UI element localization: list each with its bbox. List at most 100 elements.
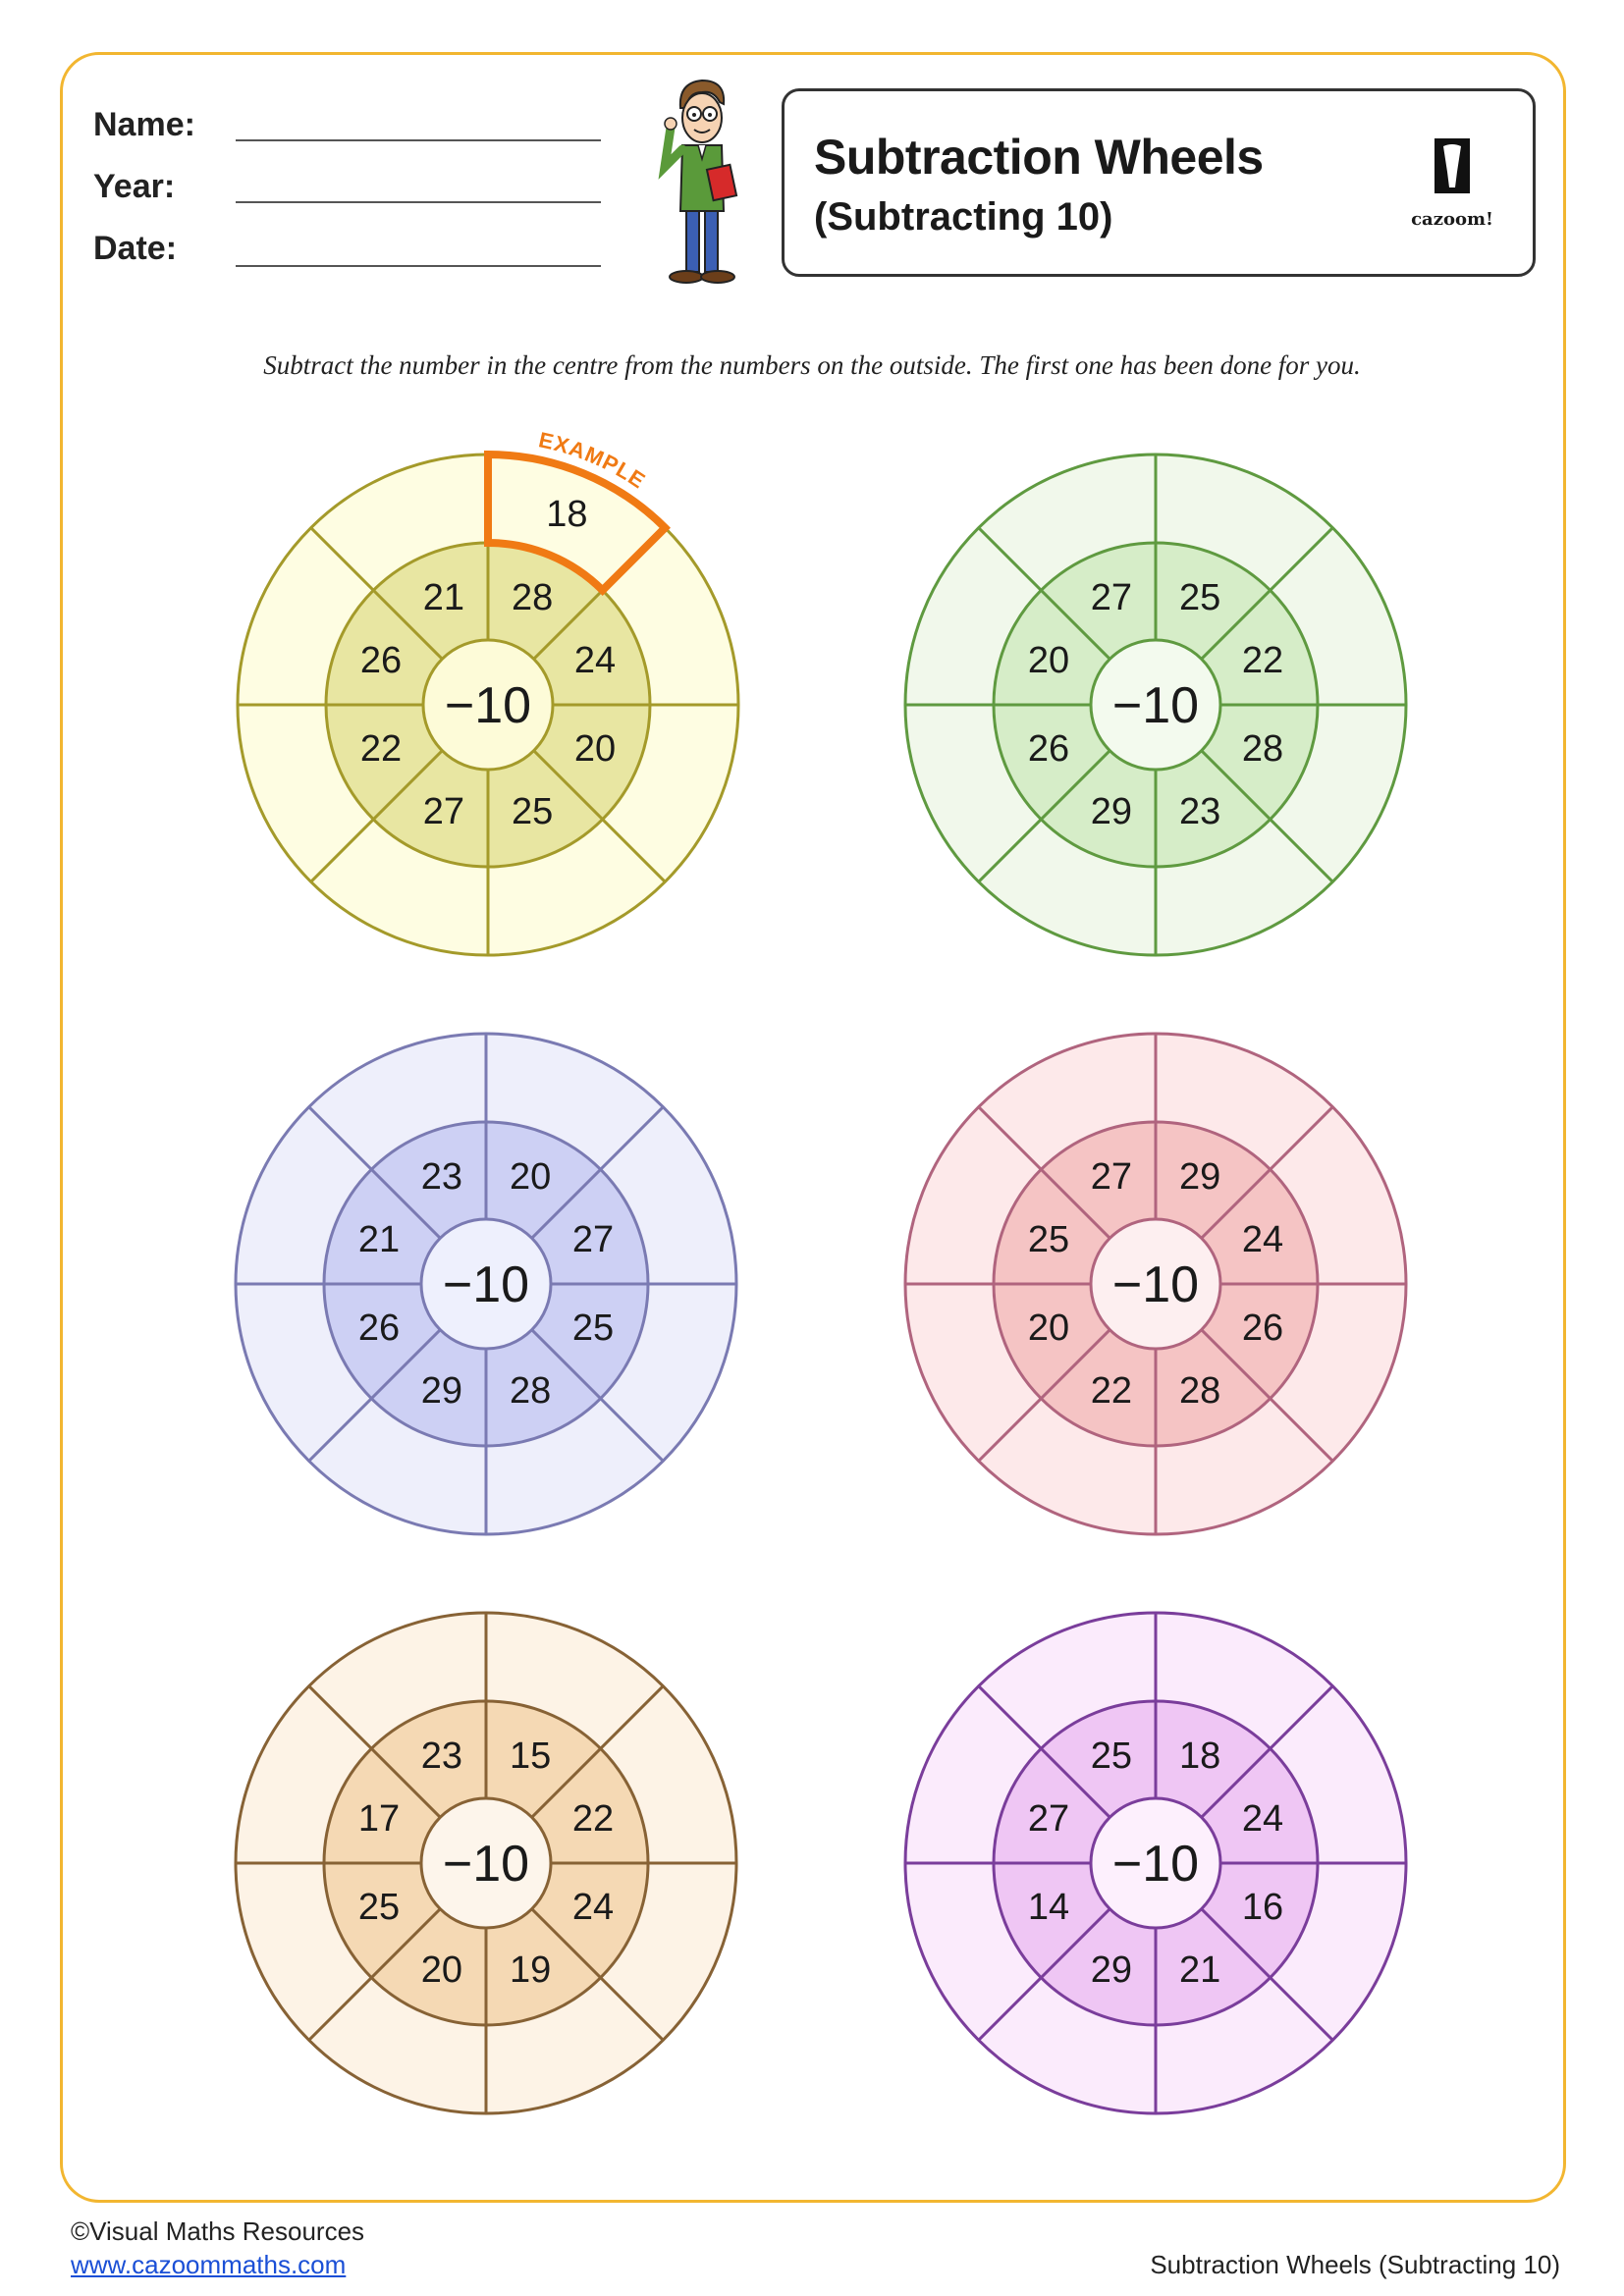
inner-number: 28 bbox=[1179, 1370, 1220, 1412]
inner-number: 25 bbox=[1028, 1219, 1069, 1260]
wheel-3: −10 20 27 25 28 29 26 21 23 bbox=[234, 1032, 738, 1536]
spoke bbox=[1200, 526, 1334, 661]
wheel-5: −10 15 22 24 19 20 25 17 23 bbox=[234, 1611, 738, 2115]
inner-number: 22 bbox=[1091, 1370, 1132, 1412]
spoke bbox=[530, 1105, 665, 1240]
wheel-4: −10 29 24 26 28 22 20 25 27 bbox=[903, 1032, 1408, 1536]
teacher-illustration bbox=[658, 79, 738, 284]
center-circle bbox=[1089, 1796, 1222, 1930]
inner-number: 26 bbox=[358, 1308, 400, 1349]
cazoom-logo-icon bbox=[1435, 138, 1470, 193]
center-number: −10 bbox=[443, 1836, 529, 1893]
inner-number: 16 bbox=[1242, 1887, 1283, 1928]
year-field[interactable] bbox=[236, 201, 601, 203]
inner-number: 22 bbox=[360, 728, 402, 770]
title-box: Subtraction Wheels (Subtracting 10) cazo… bbox=[782, 88, 1536, 277]
inner-number: 19 bbox=[510, 1949, 551, 1991]
center-number: −10 bbox=[1112, 1256, 1199, 1313]
center-number: −10 bbox=[445, 677, 531, 734]
inner-number: 27 bbox=[423, 791, 464, 832]
spoke bbox=[532, 749, 667, 883]
inner-number: 26 bbox=[360, 640, 402, 681]
spoke bbox=[530, 1328, 665, 1463]
example-highlight bbox=[484, 450, 671, 596]
spoke bbox=[977, 1907, 1111, 2042]
inner-number: 28 bbox=[1242, 728, 1283, 770]
center-circle bbox=[421, 638, 555, 772]
inner-number: 21 bbox=[358, 1219, 400, 1260]
inner-number: 20 bbox=[1028, 1308, 1069, 1349]
spoke bbox=[1200, 749, 1334, 883]
inner-number: 24 bbox=[1242, 1798, 1283, 1840]
inner-number: 22 bbox=[1242, 640, 1283, 681]
inner-number: 24 bbox=[1242, 1219, 1283, 1260]
spoke bbox=[307, 1328, 442, 1463]
inner-number: 20 bbox=[421, 1949, 462, 1991]
inner-number: 14 bbox=[1028, 1887, 1069, 1928]
inner-number: 17 bbox=[358, 1798, 400, 1840]
inner-number: 25 bbox=[358, 1887, 400, 1928]
spoke bbox=[309, 749, 444, 883]
inner-number: 25 bbox=[1091, 1735, 1132, 1777]
spoke bbox=[977, 526, 1111, 661]
center-circle bbox=[1089, 1217, 1222, 1351]
inner-number: 26 bbox=[1028, 728, 1069, 770]
year-label: Year: bbox=[93, 168, 176, 205]
website-link[interactable]: www.cazoommaths.com bbox=[71, 2250, 347, 2279]
wheel-2: −10 25 22 28 23 29 26 20 27 bbox=[903, 453, 1408, 957]
spoke bbox=[977, 749, 1111, 883]
inner-number: 27 bbox=[1091, 577, 1132, 618]
inner-number: 21 bbox=[423, 577, 464, 618]
inner-number: 27 bbox=[1091, 1156, 1132, 1198]
logo-text: cazoom! bbox=[1411, 209, 1493, 230]
inner-number: 25 bbox=[512, 791, 553, 832]
answer-cell[interactable]: 18 bbox=[546, 494, 587, 535]
center-number: −10 bbox=[443, 1256, 529, 1313]
inner-number: 29 bbox=[1091, 791, 1132, 832]
spoke bbox=[1200, 1684, 1334, 1819]
spoke bbox=[307, 1684, 442, 1819]
inner-number: 24 bbox=[572, 1887, 614, 1928]
inner-number: 23 bbox=[421, 1735, 462, 1777]
copyright-text: ©Visual Maths Resources bbox=[71, 2216, 365, 2246]
inner-number: 29 bbox=[1091, 1949, 1132, 1991]
name-field[interactable] bbox=[236, 139, 601, 141]
inner-number: 27 bbox=[1028, 1798, 1069, 1840]
spoke bbox=[307, 1907, 442, 2042]
spoke bbox=[1200, 1907, 1334, 2042]
inner-number: 28 bbox=[510, 1370, 551, 1412]
center-circle bbox=[419, 1796, 553, 1930]
name-label: Name: bbox=[93, 106, 195, 143]
date-label: Date: bbox=[93, 230, 178, 267]
inner-number: 23 bbox=[421, 1156, 462, 1198]
inner-number: 15 bbox=[510, 1735, 551, 1777]
spoke bbox=[1200, 1328, 1334, 1463]
inner-number: 27 bbox=[572, 1219, 614, 1260]
spoke bbox=[1200, 1105, 1334, 1240]
spoke bbox=[530, 1684, 665, 1819]
inner-number: 20 bbox=[574, 728, 616, 770]
inner-number: 20 bbox=[510, 1156, 551, 1198]
page-border bbox=[60, 52, 1566, 2203]
center-circle bbox=[1089, 638, 1222, 772]
worksheet-subtitle: (Subtracting 10) bbox=[814, 195, 1113, 239]
inner-number: 18 bbox=[1179, 1735, 1220, 1777]
inner-number: 25 bbox=[572, 1308, 614, 1349]
worksheet-title: Subtraction Wheels bbox=[814, 130, 1264, 185]
inner-number: 22 bbox=[572, 1798, 614, 1840]
inner-number: 23 bbox=[1179, 791, 1220, 832]
spoke bbox=[530, 1907, 665, 2042]
inner-number: 29 bbox=[1179, 1156, 1220, 1198]
date-field[interactable] bbox=[236, 265, 601, 267]
spoke bbox=[977, 1684, 1111, 1819]
spoke bbox=[977, 1328, 1111, 1463]
center-number: −10 bbox=[1112, 1836, 1199, 1893]
footer-page-title: Subtraction Wheels (Subtracting 10) bbox=[1150, 2250, 1560, 2279]
inner-number: 29 bbox=[421, 1370, 462, 1412]
inner-number: 21 bbox=[1179, 1949, 1220, 1991]
cazoom-logo: cazoom! bbox=[1408, 138, 1496, 240]
wheel-6: −10 18 24 16 21 29 14 27 25 bbox=[903, 1611, 1408, 2115]
inner-number: 20 bbox=[1028, 640, 1069, 681]
inner-number: 25 bbox=[1179, 577, 1220, 618]
instructions: Subtract the number in the centre from t… bbox=[263, 350, 1361, 380]
